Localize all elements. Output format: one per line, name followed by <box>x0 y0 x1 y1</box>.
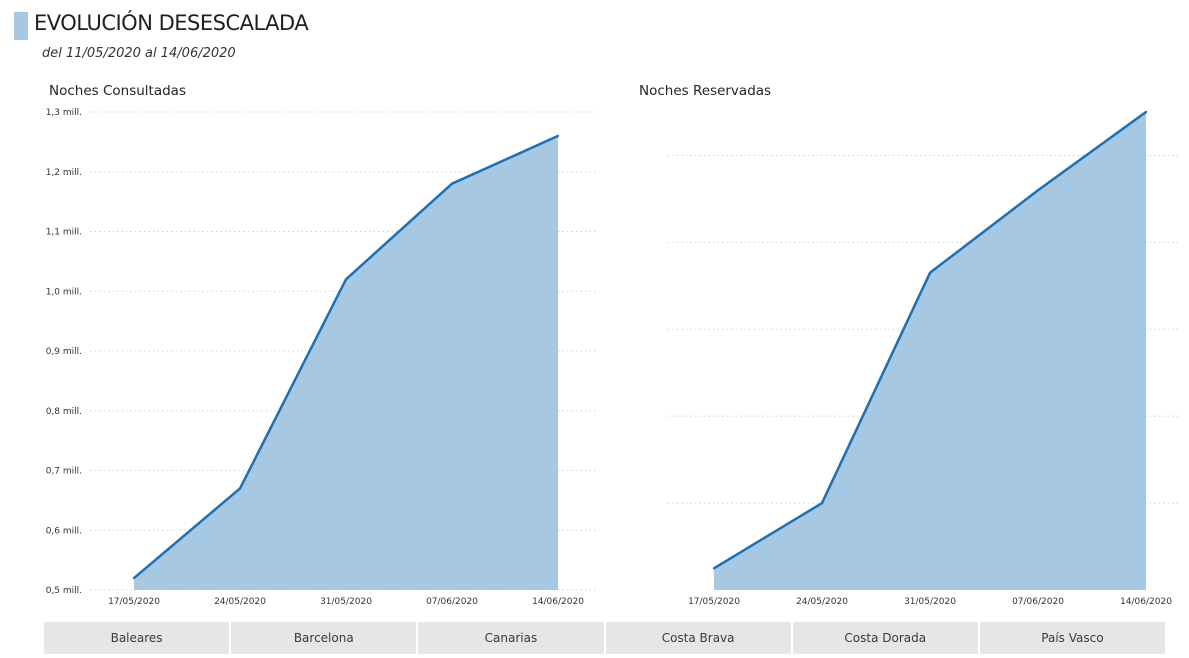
tab-baleares[interactable]: Baleares <box>44 622 232 654</box>
consultadas-ytick-label: 1,1 mill. <box>46 228 82 238</box>
consultadas-xtick-label: 07/06/2020 <box>426 597 478 607</box>
consultadas-xtick-label: 24/05/2020 <box>214 597 266 607</box>
tab-costa-brava[interactable]: Costa Brava <box>605 622 793 654</box>
consultadas-ytick-label: 1,0 mill. <box>46 287 82 297</box>
header-accent-bar <box>14 12 28 40</box>
reservadas-xtick-label: 31/05/2020 <box>904 597 956 607</box>
reservadas-point-0 <box>712 567 716 570</box>
consultadas-point-4 <box>556 134 560 138</box>
consultadas-ytick-label: 0,7 mill. <box>46 467 82 477</box>
chart-title-reservadas: Noches Reservadas <box>639 83 772 99</box>
consultadas-ytick-label: 1,3 mill. <box>46 108 82 118</box>
region-tabs: Baleares Barcelona Canarias Costa Brava … <box>44 622 1166 654</box>
page-title: EVOLUCIÓN DESESCALADA <box>34 11 309 35</box>
reservadas-xtick-label: 24/05/2020 <box>796 597 848 607</box>
reservadas-xtick-label: 14/06/2020 <box>1120 597 1172 607</box>
tab-pais-vasco[interactable]: País Vasco <box>979 622 1166 654</box>
consultadas-ytick-label: 1,2 mill. <box>46 168 82 178</box>
consultadas-xtick-label: 17/05/2020 <box>108 597 160 607</box>
consultadas-ytick-label: 0,8 mill. <box>46 407 82 417</box>
consultadas-xtick-label: 14/06/2020 <box>532 597 584 607</box>
consultadas-point-1 <box>238 487 242 490</box>
chart-title-consultadas: Noches Consultadas <box>49 83 186 99</box>
reservadas-point-2 <box>928 271 932 274</box>
reservadas-xtick-label: 07/06/2020 <box>1012 597 1064 607</box>
consultadas-point-3 <box>450 182 454 185</box>
reservadas-point-1 <box>820 501 824 505</box>
consultadas-area <box>134 135 558 590</box>
consultadas-point-0 <box>132 576 136 580</box>
reservadas-point-4 <box>1144 110 1148 114</box>
reservadas-area <box>714 112 1146 590</box>
consultadas-ytick-label: 0,5 mill. <box>46 586 82 596</box>
tab-canarias[interactable]: Canarias <box>418 622 606 654</box>
consultadas-ytick-label: 0,9 mill. <box>46 347 82 357</box>
consultadas-point-2 <box>344 278 348 281</box>
consultadas-ytick-label: 0,6 mill. <box>46 526 82 536</box>
tab-costa-dorada[interactable]: Costa Dorada <box>792 622 980 654</box>
page-subtitle: del 11/05/2020 al 14/06/2020 <box>42 46 236 61</box>
reservadas-point-3 <box>1036 189 1040 192</box>
consultadas-xtick-label: 31/05/2020 <box>320 597 372 607</box>
reservadas-xtick-label: 17/05/2020 <box>688 597 740 607</box>
tab-barcelona[interactable]: Barcelona <box>231 622 419 654</box>
charts-canvas: 0,5 mill. 0,6 mill. 0,7 mill. 0,8 mill. 0,9 … <box>46 108 1178 607</box>
